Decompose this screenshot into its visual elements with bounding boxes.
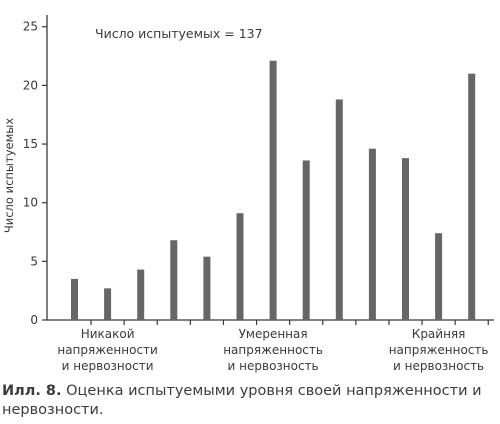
caption-label: Илл. 8. bbox=[2, 383, 62, 399]
y-tick-label: 15 bbox=[23, 137, 38, 151]
bar bbox=[368, 148, 376, 320]
y-axis-title: Число испытуемых bbox=[2, 118, 16, 233]
bar bbox=[71, 278, 78, 320]
caption-text: Оценка испытуемыми уровня своей напряжен… bbox=[2, 383, 482, 418]
bar bbox=[170, 240, 178, 320]
x-category-label: Никакой напряженности и нервозности bbox=[57, 327, 158, 373]
bar bbox=[302, 160, 310, 320]
bar bbox=[269, 60, 277, 320]
x-category-label-line: и нервозность bbox=[393, 359, 484, 373]
x-category-label: Умеренная напряженность и нервозность bbox=[223, 327, 323, 373]
bar bbox=[435, 233, 443, 320]
bar bbox=[203, 256, 211, 320]
x-category-label-line: напряженность bbox=[223, 343, 323, 357]
y-tick-label: 0 bbox=[30, 313, 38, 327]
y-tick-label: 25 bbox=[23, 20, 38, 34]
x-category-label-line: напряженность bbox=[389, 343, 489, 357]
bar bbox=[468, 73, 476, 321]
x-category-label-line: напряженности bbox=[57, 343, 158, 357]
y-tick-label: 5 bbox=[30, 254, 38, 268]
x-category-label: Крайняя напряженность и нервозность bbox=[389, 327, 489, 373]
bar bbox=[137, 269, 145, 320]
x-category-label-line: Никакой bbox=[81, 327, 135, 341]
x-category-label-line: Крайняя bbox=[412, 327, 466, 341]
bar bbox=[104, 288, 112, 320]
bar bbox=[402, 158, 409, 320]
bar bbox=[236, 213, 244, 320]
figure-caption: Илл. 8. Оценка испытуемыми уровня своей … bbox=[2, 382, 498, 420]
bar bbox=[335, 99, 343, 320]
y-tick-label: 20 bbox=[23, 78, 38, 92]
x-category-label-line: Умеренная bbox=[239, 327, 308, 341]
bar-chart: 0 5 10 15 20 25 Число испытуемых Число испытуем… bbox=[2, 15, 494, 373]
x-category-label-line: и нервозность bbox=[228, 359, 319, 373]
x-category-label-line: и нервозности bbox=[62, 359, 154, 373]
y-tick-label: 10 bbox=[23, 196, 38, 210]
sample-size-annotation: Число испытуемых = 137 bbox=[95, 26, 263, 41]
